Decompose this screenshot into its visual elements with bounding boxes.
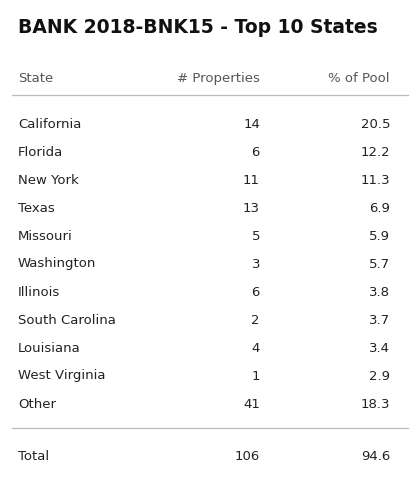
Text: 2.9: 2.9	[369, 370, 390, 382]
Text: Illinois: Illinois	[18, 285, 60, 299]
Text: West Virginia: West Virginia	[18, 370, 105, 382]
Text: 3.8: 3.8	[369, 285, 390, 299]
Text: 5: 5	[252, 229, 260, 243]
Text: % of Pool: % of Pool	[328, 72, 390, 85]
Text: 41: 41	[243, 397, 260, 411]
Text: Total: Total	[18, 450, 49, 463]
Text: 14: 14	[243, 117, 260, 131]
Text: Louisiana: Louisiana	[18, 341, 81, 355]
Text: 3.7: 3.7	[369, 314, 390, 326]
Text: Washington: Washington	[18, 258, 96, 270]
Text: Texas: Texas	[18, 202, 55, 214]
Text: New York: New York	[18, 173, 79, 187]
Text: 3: 3	[252, 258, 260, 270]
Text: 3.4: 3.4	[369, 341, 390, 355]
Text: 6.9: 6.9	[369, 202, 390, 214]
Text: 11.3: 11.3	[360, 173, 390, 187]
Text: 5.9: 5.9	[369, 229, 390, 243]
Text: 106: 106	[235, 450, 260, 463]
Text: California: California	[18, 117, 81, 131]
Text: 2: 2	[252, 314, 260, 326]
Text: 4: 4	[252, 341, 260, 355]
Text: 18.3: 18.3	[360, 397, 390, 411]
Text: # Properties: # Properties	[177, 72, 260, 85]
Text: 6: 6	[252, 146, 260, 158]
Text: 6: 6	[252, 285, 260, 299]
Text: 12.2: 12.2	[360, 146, 390, 158]
Text: Other: Other	[18, 397, 56, 411]
Text: 5.7: 5.7	[369, 258, 390, 270]
Text: Missouri: Missouri	[18, 229, 73, 243]
Text: 13: 13	[243, 202, 260, 214]
Text: 94.6: 94.6	[361, 450, 390, 463]
Text: South Carolina: South Carolina	[18, 314, 116, 326]
Text: 1: 1	[252, 370, 260, 382]
Text: 20.5: 20.5	[360, 117, 390, 131]
Text: BANK 2018-BNK15 - Top 10 States: BANK 2018-BNK15 - Top 10 States	[18, 18, 378, 37]
Text: State: State	[18, 72, 53, 85]
Text: 11: 11	[243, 173, 260, 187]
Text: Florida: Florida	[18, 146, 63, 158]
